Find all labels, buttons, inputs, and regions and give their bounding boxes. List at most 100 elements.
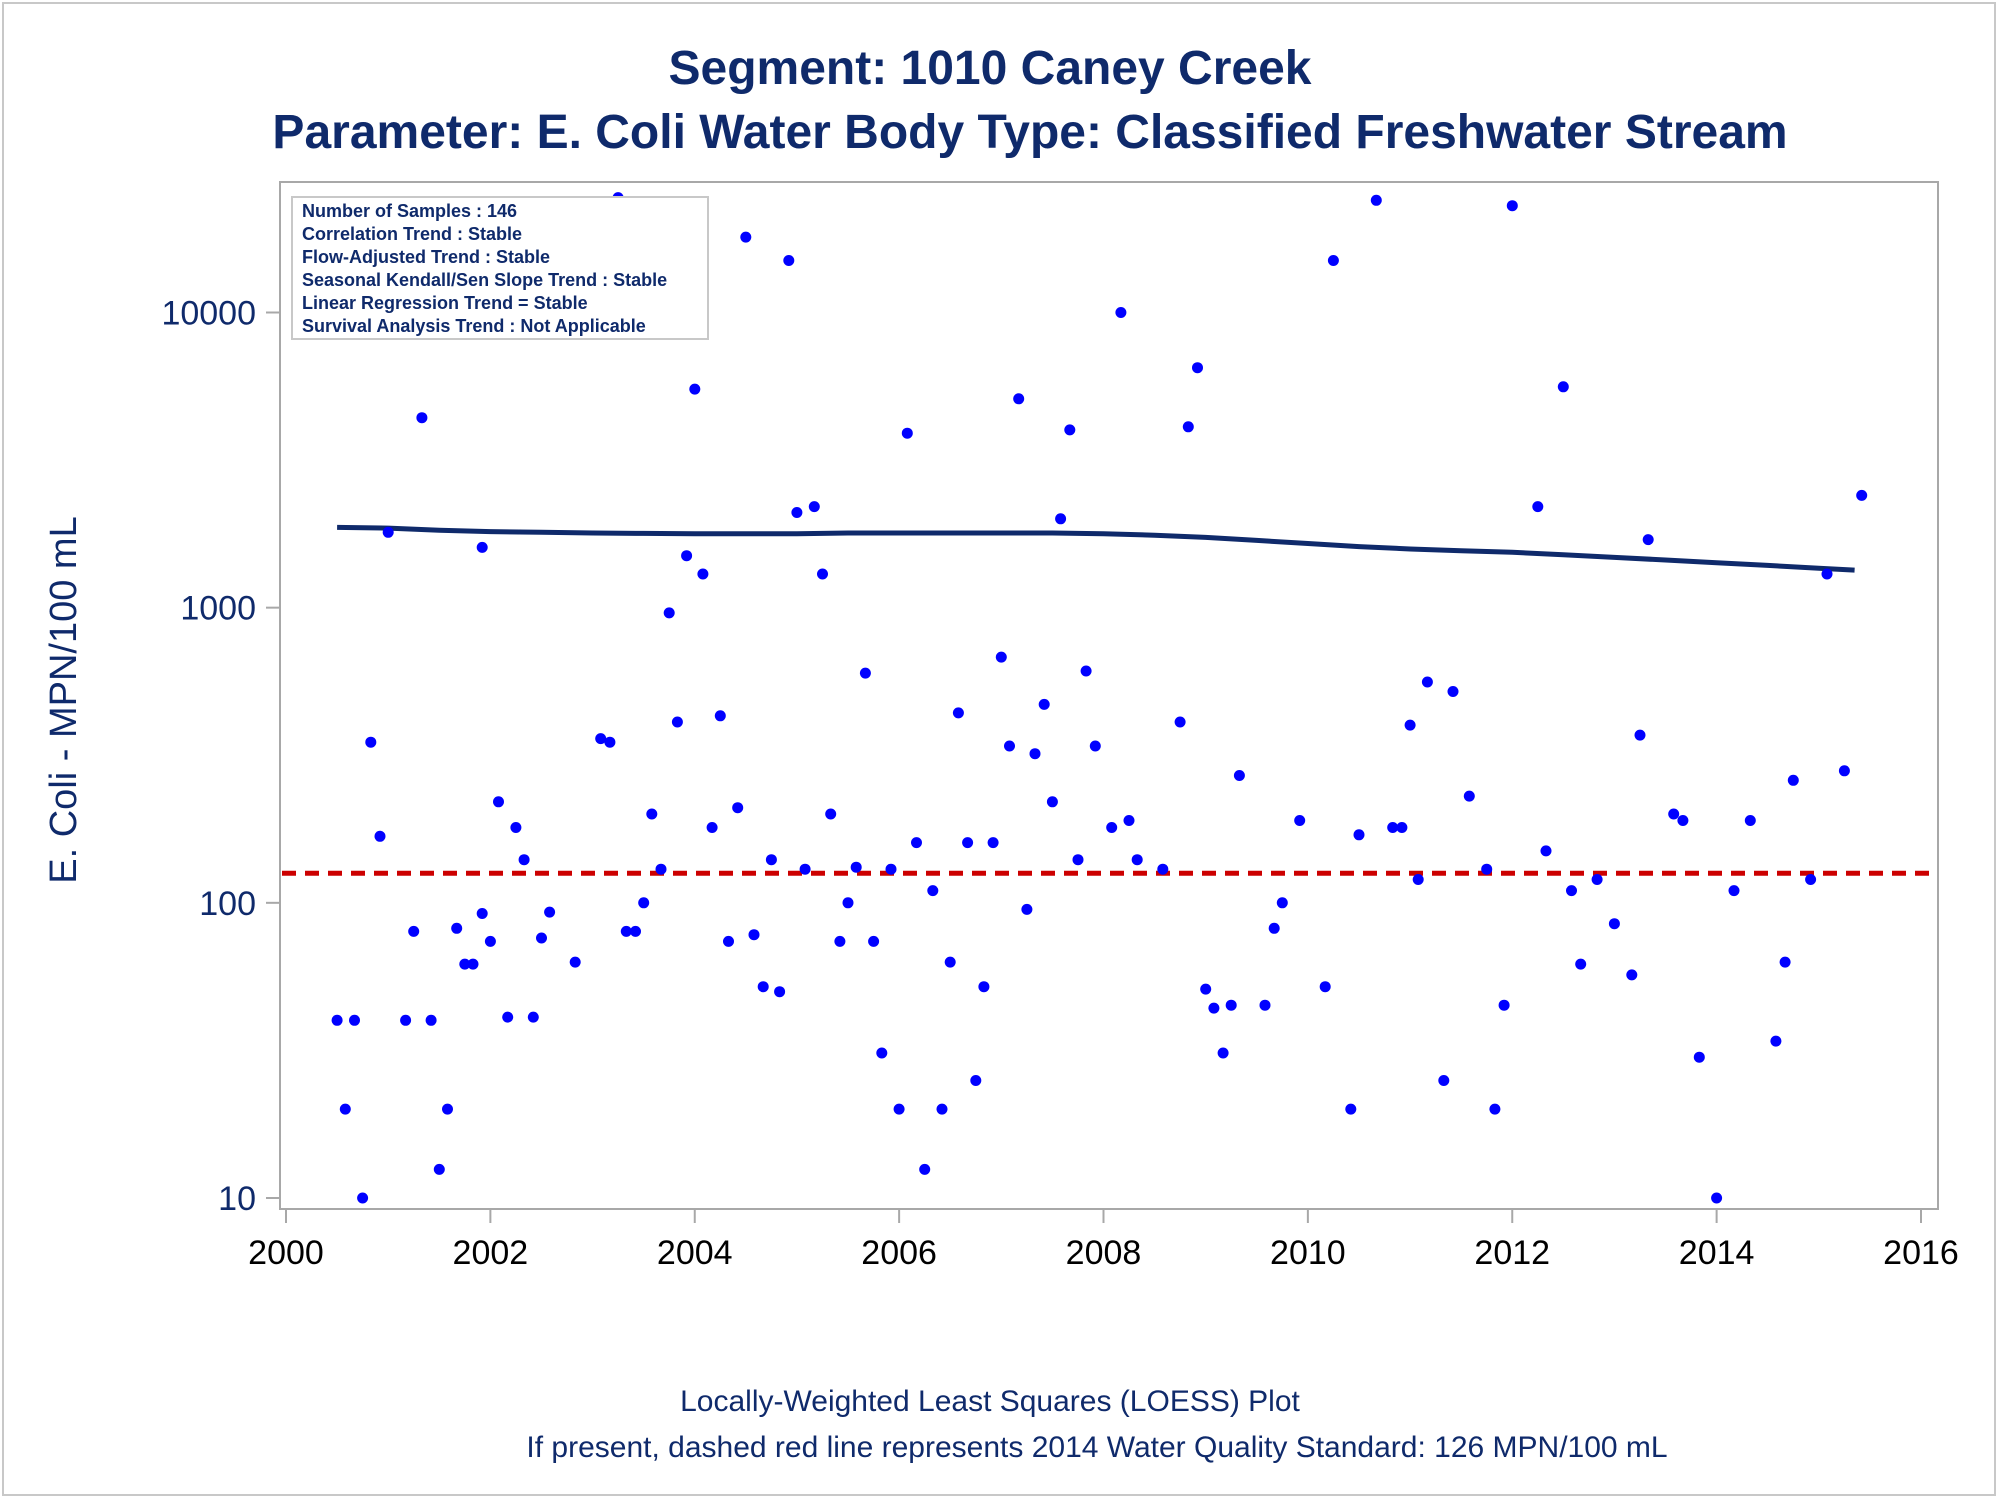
y-axis-label: E. Coli - MPN/100 mL bbox=[43, 516, 85, 883]
sample-point bbox=[1038, 698, 1050, 710]
sample-point bbox=[1004, 740, 1015, 752]
sample-point bbox=[1072, 854, 1084, 866]
y-tick-label: 10 bbox=[218, 1180, 256, 1218]
sample-point bbox=[1089, 740, 1101, 752]
sample-point bbox=[1540, 845, 1552, 857]
sample-point bbox=[1608, 918, 1620, 930]
sample-point bbox=[1634, 729, 1646, 741]
sample-point bbox=[697, 568, 709, 580]
sample-point bbox=[817, 568, 828, 580]
sample-point bbox=[1404, 719, 1416, 731]
sample-point bbox=[1013, 393, 1025, 405]
y-tick-label: 1000 bbox=[180, 590, 256, 628]
sample-point bbox=[604, 736, 616, 748]
sample-point bbox=[868, 935, 880, 947]
sample-point bbox=[1566, 885, 1577, 897]
sample-point bbox=[1182, 421, 1194, 433]
sample-point bbox=[663, 607, 675, 619]
sample-point bbox=[970, 1075, 982, 1086]
sample-point bbox=[365, 736, 377, 748]
sample-point bbox=[1268, 922, 1280, 934]
x-tick-label: 2010 bbox=[1270, 1234, 1346, 1272]
inset-line-samples: Number of Samples : 146 bbox=[302, 201, 517, 221]
sample-point bbox=[1787, 774, 1799, 786]
sample-point bbox=[927, 885, 939, 897]
x-tick-label: 2002 bbox=[453, 1234, 529, 1272]
sample-point bbox=[518, 854, 530, 866]
sample-point bbox=[467, 958, 479, 970]
sample-point bbox=[433, 1163, 445, 1175]
sample-point bbox=[1080, 665, 1092, 677]
sample-point bbox=[765, 854, 777, 866]
sample-point bbox=[1438, 1075, 1450, 1086]
sample-point bbox=[1557, 381, 1569, 393]
sample-point bbox=[681, 550, 693, 562]
sample-point bbox=[1345, 1103, 1357, 1115]
sample-point bbox=[885, 863, 897, 875]
sample-point bbox=[1481, 863, 1493, 875]
sample-point bbox=[339, 1103, 351, 1115]
sample-point bbox=[1055, 513, 1067, 525]
sample-point bbox=[1319, 981, 1331, 993]
sample-point bbox=[1115, 307, 1127, 318]
sample-point bbox=[774, 986, 786, 998]
sample-point bbox=[382, 526, 394, 538]
sample-point bbox=[1489, 1103, 1501, 1115]
sample-point bbox=[425, 1014, 437, 1026]
sample-point bbox=[723, 935, 734, 947]
sample-point bbox=[1447, 686, 1459, 697]
sample-point bbox=[876, 1047, 888, 1059]
x-tick-label: 2012 bbox=[1474, 1234, 1550, 1272]
sample-point bbox=[1029, 748, 1041, 760]
sample-point bbox=[416, 412, 428, 424]
sample-point bbox=[834, 935, 846, 947]
sample-point bbox=[1575, 958, 1587, 970]
sample-point bbox=[978, 981, 990, 993]
sample-point bbox=[808, 501, 820, 513]
sample-point bbox=[400, 1014, 412, 1026]
sample-point bbox=[1532, 501, 1544, 513]
sample-point bbox=[1728, 885, 1740, 897]
sample-point bbox=[1770, 1035, 1782, 1047]
x-axis-ticks: 2000 2002 2004 2006 2008 2010 2012 2014 2016 bbox=[248, 1209, 1959, 1272]
sample-point bbox=[1259, 999, 1271, 1011]
sample-point bbox=[1064, 424, 1076, 436]
sample-point bbox=[1396, 822, 1408, 833]
sample-point bbox=[1779, 956, 1791, 968]
sample-point bbox=[706, 822, 718, 833]
sample-point bbox=[1208, 1002, 1220, 1014]
sample-point bbox=[1838, 765, 1850, 777]
sample-point bbox=[1353, 829, 1365, 841]
sample-point bbox=[689, 383, 701, 395]
y-tick-label: 10000 bbox=[161, 294, 256, 332]
sample-point bbox=[595, 733, 607, 745]
sample-point bbox=[952, 707, 964, 719]
sample-point bbox=[791, 507, 803, 518]
sample-point bbox=[1463, 790, 1475, 802]
sample-point bbox=[1421, 676, 1433, 688]
sample-point bbox=[732, 802, 744, 814]
sample-point bbox=[936, 1103, 948, 1115]
sample-point bbox=[1642, 534, 1654, 546]
sample-point bbox=[1711, 1192, 1723, 1204]
inset-line-correlation: Correlation Trend : Stable bbox=[302, 224, 522, 244]
y-axis-ticks: 10 100 1000 10000 bbox=[161, 294, 280, 1218]
sample-point bbox=[1174, 716, 1186, 728]
sample-point bbox=[1046, 796, 1058, 808]
sample-point bbox=[1192, 362, 1203, 374]
sample-point bbox=[646, 808, 658, 820]
sample-point bbox=[1498, 999, 1510, 1011]
x-tick-label: 2000 bbox=[248, 1234, 324, 1272]
sample-point bbox=[655, 863, 667, 875]
sample-point bbox=[1157, 863, 1169, 875]
sample-point bbox=[331, 1014, 343, 1026]
sample-point bbox=[911, 837, 922, 849]
sample-point bbox=[1412, 874, 1424, 885]
sample-point bbox=[1693, 1051, 1705, 1063]
sample-point bbox=[901, 427, 913, 439]
sample-point bbox=[850, 861, 862, 873]
sample-point bbox=[671, 716, 683, 728]
sample-point bbox=[919, 1163, 931, 1175]
sample-point bbox=[476, 908, 488, 919]
sample-point bbox=[842, 897, 854, 909]
